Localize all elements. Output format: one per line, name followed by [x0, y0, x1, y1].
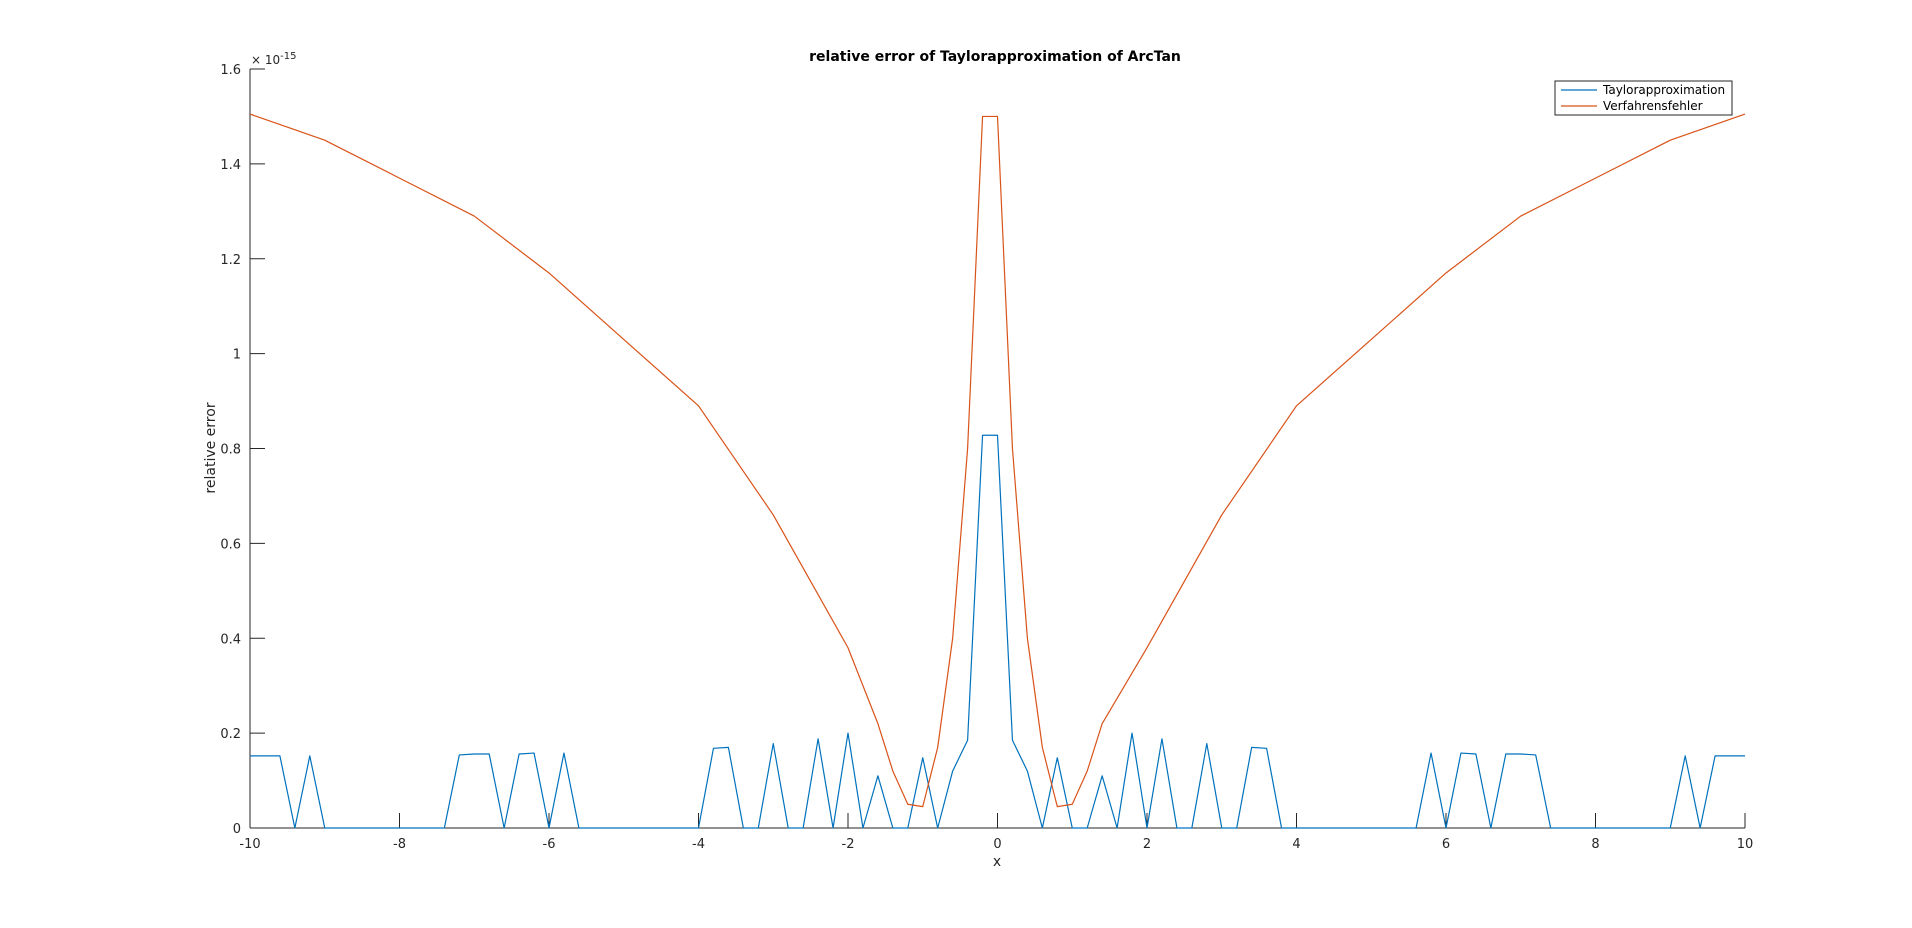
x-axis-label: x	[993, 854, 1001, 870]
x-tick-label: 0	[993, 837, 1001, 852]
y-tick-label: 0.8	[220, 443, 241, 458]
x-tick-label: 10	[1737, 837, 1754, 852]
series-lines	[249, 113, 1746, 829]
legend-box	[1554, 80, 1733, 116]
x-tick-label: 2	[1143, 837, 1151, 852]
x-tick-label: -8	[393, 837, 406, 852]
y-axis-label: relative error	[203, 402, 219, 493]
x-tick-label: -10	[239, 837, 260, 852]
legend-label-taylorapproximation: Taylorapproximation	[1602, 83, 1725, 97]
series-line-taylorapproximation	[250, 434, 1745, 829]
y-tick-label: 0.6	[220, 537, 241, 552]
y-exponent-base: × 10	[251, 53, 280, 67]
x-tick-label: 8	[1591, 837, 1599, 852]
legend-label-verfahrensfehler: Verfahrensfehler	[1603, 99, 1703, 113]
legend: Taylorapproximation Verfahrensfehler	[1554, 80, 1733, 116]
y-ticks: 0 0.2 0.4 0.6 0.8 1 1.2 1.4 1.6	[220, 63, 265, 837]
y-exponent-label: × 10-15	[251, 51, 296, 67]
x-tick-label: 4	[1292, 837, 1300, 852]
y-tick-label: 0.2	[220, 727, 241, 742]
x-ticks: -10 -8 -6 -4 -2 0 2 4 6 8 10	[239, 813, 1753, 852]
y-tick-label: 1	[233, 348, 241, 363]
x-tick-label: 6	[1442, 837, 1450, 852]
y-tick-label: 1.6	[220, 63, 241, 78]
x-tick-label: -4	[692, 837, 705, 852]
y-tick-label: 0	[233, 822, 241, 837]
y-tick-label: 0.4	[220, 632, 241, 647]
chart-title: relative error of Taylorapproximation of…	[809, 49, 1181, 65]
plot-area	[250, 69, 1745, 828]
y-exponent-power: -15	[280, 51, 296, 62]
x-tick-label: -6	[543, 837, 556, 852]
series-line-verfahrensfehler	[249, 113, 1746, 808]
y-tick-label: 1.4	[220, 158, 241, 173]
y-tick-label: 1.2	[220, 253, 241, 268]
x-tick-label: -2	[842, 837, 855, 852]
